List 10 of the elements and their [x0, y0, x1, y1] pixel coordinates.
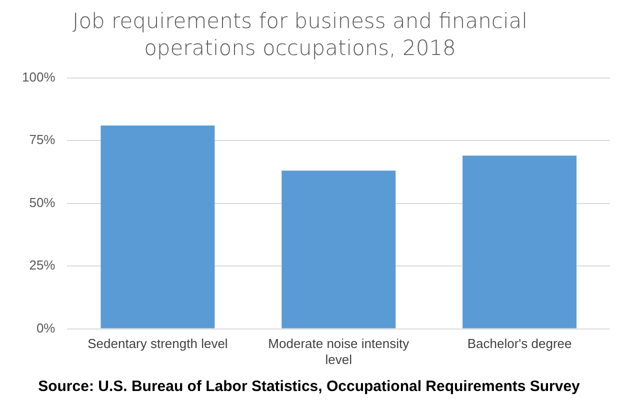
- y-tick-label: 100%: [22, 69, 56, 84]
- x-tick-label: Moderate noise intensity level: [268, 336, 410, 367]
- y-tick-label: 25%: [29, 258, 56, 273]
- x-tick-label: Bachelor's degree: [467, 336, 572, 352]
- y-tick-label: 0%: [36, 320, 56, 336]
- x-tick-label: Sedentary strength level: [88, 336, 228, 352]
- source-note: Source: U.S. Bureau of Labor Statistics, Occupational Requirements Survey: [37, 378, 581, 395]
- y-tick-label: 75%: [29, 132, 56, 148]
- y-tick-label: 50%: [29, 194, 56, 210]
- chart-title: Job requirements for business and financial operations occupations, 2018: [72, 8, 528, 62]
